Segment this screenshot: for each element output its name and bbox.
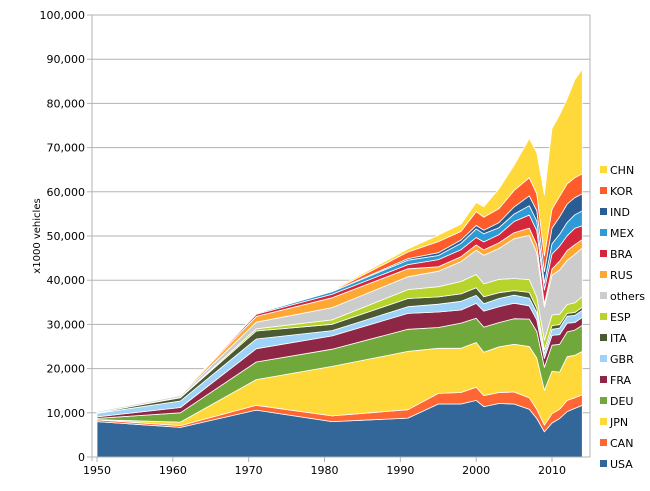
- legend-item-esp: ESP: [600, 311, 631, 324]
- x-tick-label: 1990: [386, 464, 414, 477]
- legend-item-gbr: GBR: [600, 353, 634, 366]
- legend-swatch: [600, 166, 607, 173]
- legend-label: GBR: [610, 353, 634, 366]
- legend-item-jpn: JPN: [600, 416, 628, 429]
- legend-item-bra: BRA: [600, 248, 633, 261]
- y-tick-label: 40,000: [47, 274, 86, 287]
- y-tick-label: 20,000: [47, 363, 86, 376]
- y-tick-label: 80,000: [47, 97, 86, 110]
- legend-swatch: [600, 271, 607, 278]
- legend-item-chn: CHN: [600, 164, 634, 177]
- axes: 0 10,000 20,000 30,000 40,000 50,000 60,000 70,…: [40, 9, 591, 477]
- legend-item-kor: KOR: [600, 185, 633, 198]
- legend-item-fra: FRA: [600, 374, 632, 387]
- y-tick-label: 90,000: [47, 53, 86, 66]
- legend: CHN KOR IND MEX BRA RUS others ESP ITA GBR FRA DEU J…: [600, 164, 645, 471]
- y-tick-label: 60,000: [47, 186, 86, 199]
- legend-swatch: [600, 376, 607, 383]
- y-tick-label: 100,000: [40, 9, 86, 22]
- x-tick-label: 1980: [311, 464, 339, 477]
- legend-swatch: [600, 250, 607, 257]
- legend-swatch: [600, 292, 607, 299]
- legend-item-ita: ITA: [600, 332, 627, 345]
- y-axis-label: x1000 vehicles: [32, 198, 43, 273]
- legend-label: RUS: [610, 269, 633, 282]
- legend-item-mex: MEX: [600, 227, 634, 240]
- legend-item-others: others: [600, 290, 645, 303]
- y-tick-label: 70,000: [47, 142, 86, 155]
- x-tick-label: 2010: [538, 464, 566, 477]
- legend-swatch: [600, 187, 607, 194]
- legend-label: IND: [610, 206, 630, 219]
- legend-item-usa: USA: [600, 458, 633, 471]
- legend-swatch: [600, 397, 607, 404]
- legend-swatch: [600, 439, 607, 446]
- y-tick-label: 0: [78, 451, 85, 464]
- x-tick-label: 1950: [83, 464, 111, 477]
- legend-label: MEX: [610, 227, 634, 240]
- legend-label: ITA: [610, 332, 627, 345]
- legend-swatch: [600, 418, 607, 425]
- legend-swatch: [600, 229, 607, 236]
- legend-label: FRA: [610, 374, 632, 387]
- legend-swatch: [600, 208, 607, 215]
- legend-label: DEU: [610, 395, 633, 408]
- legend-label: others: [610, 290, 645, 303]
- area-chn: [96, 68, 583, 412]
- legend-swatch: [600, 355, 607, 362]
- legend-label: USA: [610, 458, 633, 471]
- legend-label: ESP: [610, 311, 631, 324]
- series-areas: [96, 68, 583, 458]
- x-tick-label: 2000: [462, 464, 490, 477]
- legend-label: CHN: [610, 164, 634, 177]
- y-tick-label: 50,000: [47, 230, 86, 243]
- legend-item-ind: IND: [600, 206, 630, 219]
- y-tick-label: 30,000: [47, 318, 86, 331]
- legend-label: JPN: [609, 416, 628, 429]
- legend-label: BRA: [610, 248, 633, 261]
- legend-item-deu: DEU: [600, 395, 633, 408]
- legend-swatch: [600, 334, 607, 341]
- legend-label: CAN: [610, 437, 633, 450]
- legend-item-can: CAN: [600, 437, 633, 450]
- y-tick-label: 10,000: [47, 407, 86, 420]
- legend-item-rus: RUS: [600, 269, 633, 282]
- legend-label: KOR: [610, 185, 633, 198]
- x-tick-label: 1970: [235, 464, 263, 477]
- legend-swatch: [600, 460, 607, 467]
- x-tick-label: 1960: [159, 464, 187, 477]
- legend-swatch: [600, 313, 607, 320]
